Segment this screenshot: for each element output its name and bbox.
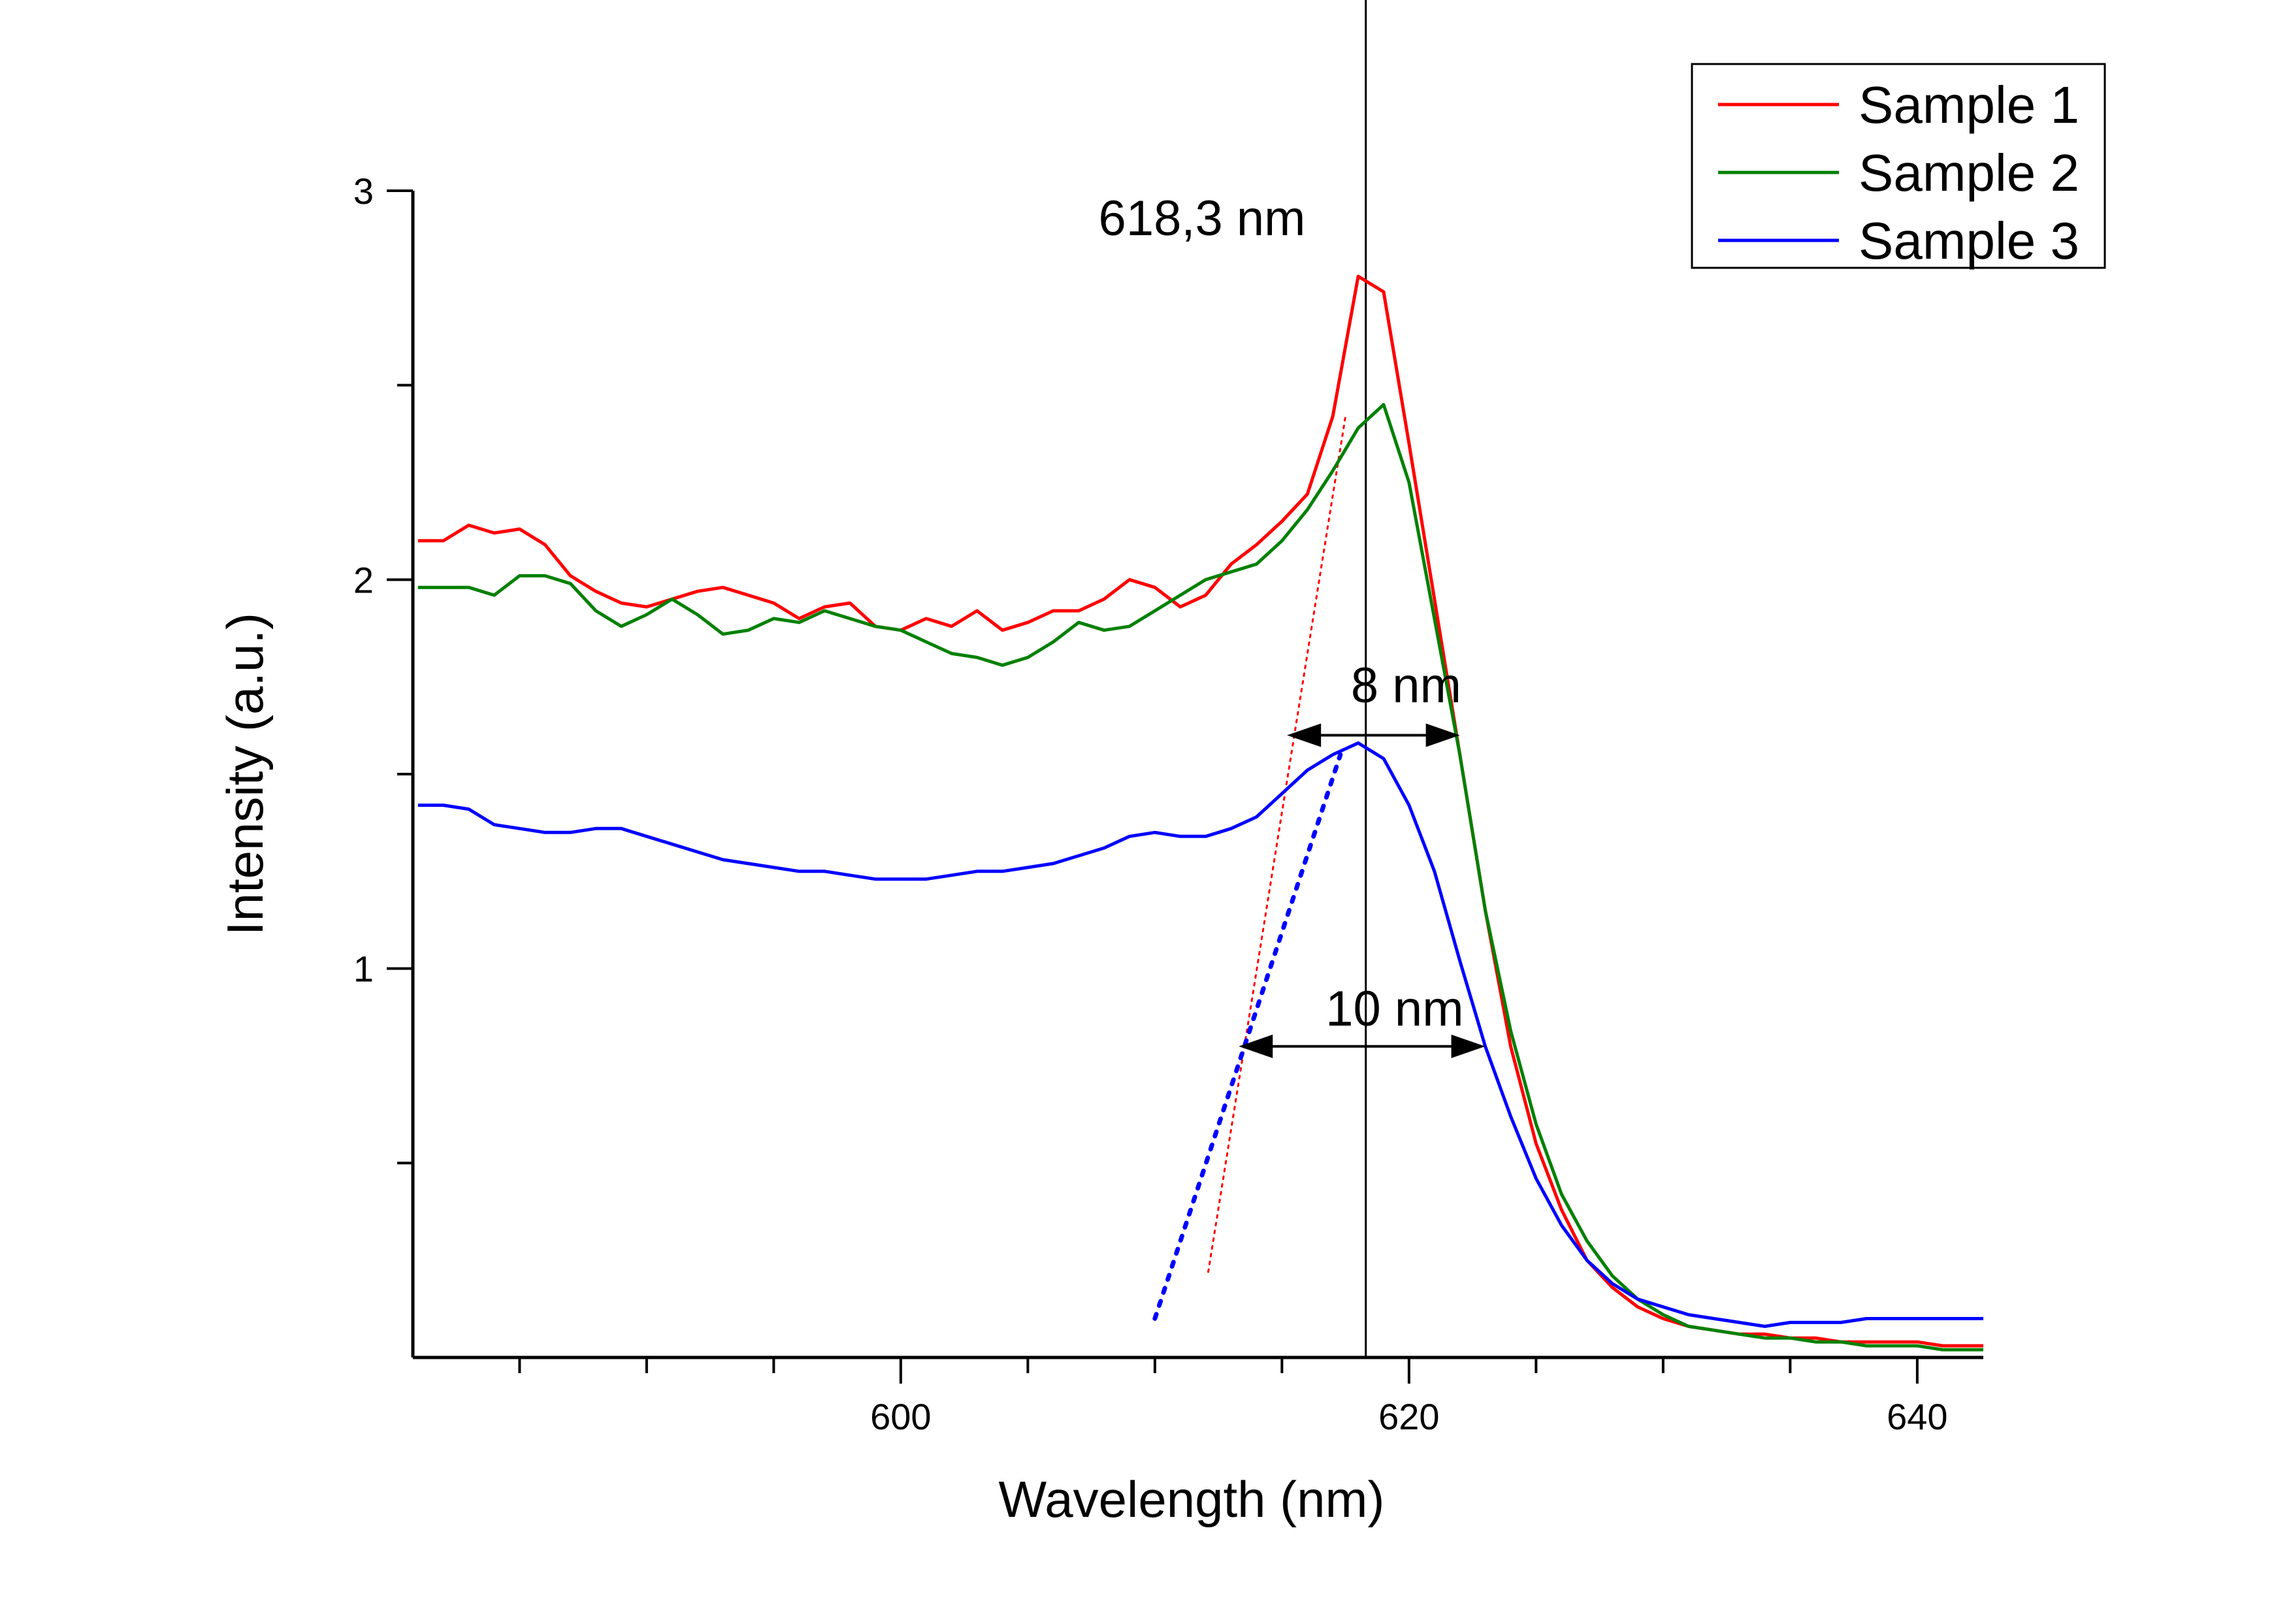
legend: Sample 1 Sample 2 Sample 3 [1692, 64, 2105, 270]
legend-label-1: Sample 1 [1859, 76, 2079, 134]
annotation-layer: 618,3 nm 8 nm 10 nm [1099, 191, 1486, 1058]
series-line-sample-2 [418, 404, 1983, 1350]
series-line-sample-3 [418, 743, 1983, 1326]
tangent-line-2 [1155, 755, 1340, 1318]
y-tick-label: 2 [353, 559, 374, 600]
x-axis-title: Wavelength (nm) [999, 1470, 1385, 1528]
annotation-label-1: 8 nm [1351, 658, 1461, 713]
annotation-label-2: 10 nm [1325, 981, 1463, 1037]
tangent-layer [1155, 416, 1346, 1318]
x-tick-label: 620 [1378, 1396, 1439, 1437]
x-tick-label: 600 [870, 1396, 931, 1437]
y-tick-label: 1 [353, 949, 374, 990]
series-layer [418, 276, 1983, 1350]
y-axis-title: Intensity (a.u.) [216, 613, 274, 935]
reference-label: 618,3 nm [1099, 191, 1306, 246]
legend-label-3: Sample 3 [1859, 212, 2079, 270]
x-tick-label: 640 [1887, 1396, 1947, 1437]
annotation-arrowhead-right [1452, 1035, 1486, 1058]
legend-label-2: Sample 2 [1859, 144, 2079, 202]
y-tick-label: 3 [353, 171, 374, 212]
